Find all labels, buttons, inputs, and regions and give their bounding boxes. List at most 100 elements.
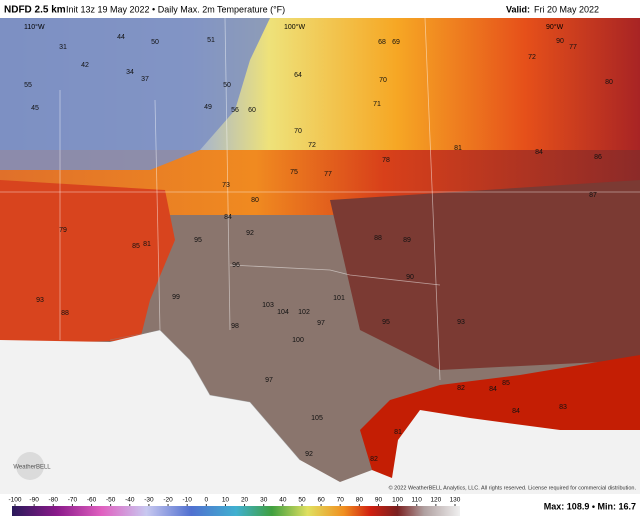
colorbar-tick-label: -10 bbox=[182, 497, 192, 504]
colorbar-tick-label: 30 bbox=[260, 497, 268, 504]
cold-region bbox=[0, 18, 270, 170]
colorbar-tick-label: 50 bbox=[298, 497, 306, 504]
mexico-gulf bbox=[0, 330, 640, 494]
valid-date: Fri 20 May 2022 bbox=[534, 4, 599, 14]
station-value: 56 bbox=[231, 107, 239, 114]
borders bbox=[0, 17, 640, 461]
station-value: 105 bbox=[311, 415, 323, 422]
border bbox=[154, 99, 161, 331]
max-min: Max: 108.9 • Min: 16.7 bbox=[544, 501, 636, 511]
colorbar-tick-label: -40 bbox=[125, 497, 135, 504]
colorbar-tick-label: 10 bbox=[222, 497, 230, 504]
logo: WeatherBELL bbox=[13, 465, 51, 471]
station-value: 64 bbox=[294, 72, 302, 79]
colorbar bbox=[12, 506, 460, 516]
longitude: 90°W bbox=[546, 23, 564, 31]
station-value: 90 bbox=[406, 274, 414, 281]
station-value: 34 bbox=[126, 69, 134, 76]
border bbox=[229, 264, 441, 286]
header-bar bbox=[0, 0, 640, 18]
station-value: 96 bbox=[232, 262, 240, 269]
colorbar-tick-label: 0 bbox=[204, 497, 208, 504]
station-value: 99 bbox=[172, 294, 180, 301]
station-value: 86 bbox=[594, 154, 602, 161]
station-value: 68 bbox=[378, 39, 386, 46]
station-value: 31 bbox=[59, 44, 67, 51]
station-value: 88 bbox=[374, 235, 382, 242]
border bbox=[224, 17, 231, 331]
station-value: 70 bbox=[379, 77, 387, 84]
station-value: 90 bbox=[556, 38, 564, 45]
colorbar-tick-label: 60 bbox=[317, 497, 325, 504]
valid-label: Valid: bbox=[506, 4, 530, 14]
station-value: 102 bbox=[298, 309, 310, 316]
colorbar-tick-label: 120 bbox=[430, 497, 441, 504]
station-value: 92 bbox=[305, 451, 313, 458]
station-value: 97 bbox=[265, 377, 273, 384]
station-value: 42 bbox=[81, 62, 89, 69]
station-value: 93 bbox=[36, 297, 44, 304]
station-value: 77 bbox=[569, 44, 577, 51]
coastal-band bbox=[360, 355, 640, 478]
station-value: 81 bbox=[143, 241, 151, 248]
station-value: 37 bbox=[141, 76, 149, 83]
station-value: 51 bbox=[207, 37, 215, 44]
station-value: 82 bbox=[457, 385, 465, 392]
station-value: 49 bbox=[204, 104, 212, 111]
colorbar-tick-label: 90 bbox=[375, 497, 383, 504]
station-value: 93 bbox=[457, 319, 465, 326]
station-value: 72 bbox=[308, 142, 316, 149]
colorbar-tick-label: 130 bbox=[450, 497, 461, 504]
init-info: Init 13z 19 May 2022 • Daily Max. 2m Tem… bbox=[66, 4, 285, 14]
station-value: 103 bbox=[262, 302, 274, 309]
station-value: 84 bbox=[224, 214, 232, 221]
station-value: 80 bbox=[251, 197, 259, 204]
station-value: 78 bbox=[382, 157, 390, 164]
west-warm bbox=[0, 180, 175, 345]
copyright: © 2022 WeatherBELL Analytics, LLC. All r… bbox=[389, 484, 637, 491]
station-value: 92 bbox=[246, 230, 254, 237]
station-value: 73 bbox=[222, 182, 230, 189]
station-value: 84 bbox=[489, 386, 497, 393]
station-value: 100 bbox=[292, 337, 304, 344]
longitude: 100°W bbox=[284, 23, 305, 31]
east-region bbox=[330, 180, 640, 370]
border bbox=[424, 17, 441, 381]
colorbar-tick-label: -80 bbox=[49, 497, 59, 504]
station-value: 81 bbox=[454, 145, 462, 152]
station-value: 72 bbox=[528, 54, 536, 61]
station-value: 50 bbox=[223, 82, 231, 89]
map-labels: 44 31 50 51 42 34 37 55 45 50 49 56 60 64 68 69 70 71 72 70… bbox=[24, 34, 613, 463]
station-value: 82 bbox=[370, 456, 378, 463]
colorbar-tick-label: 20 bbox=[241, 497, 249, 504]
station-value: 98 bbox=[231, 323, 239, 330]
station-value: 88 bbox=[61, 310, 69, 317]
station-value: 81 bbox=[394, 429, 402, 436]
station-value: 71 bbox=[373, 101, 381, 108]
colorbar-tick-label: 110 bbox=[412, 497, 423, 504]
border bbox=[109, 329, 301, 461]
station-value: 95 bbox=[194, 237, 202, 244]
colorbar-tick-label: 40 bbox=[279, 497, 287, 504]
colorbar-tick-label: 80 bbox=[356, 497, 364, 504]
station-value: 45 bbox=[31, 105, 39, 112]
colorbar-tick-label: -60 bbox=[87, 497, 97, 504]
station-value: 89 bbox=[403, 237, 411, 244]
colorbar-tick-label: -100 bbox=[8, 497, 21, 504]
colorbar-tick-label: 70 bbox=[337, 497, 345, 504]
station-value: 44 bbox=[117, 34, 125, 41]
station-value: 97 bbox=[317, 320, 325, 327]
logo-mark bbox=[16, 452, 44, 480]
colorbar-tick-label: -20 bbox=[163, 497, 173, 504]
station-value: 85 bbox=[132, 243, 140, 250]
station-value: 50 bbox=[151, 39, 159, 46]
colorbar-tick-label: -30 bbox=[144, 497, 154, 504]
station-value: 80 bbox=[605, 79, 613, 86]
station-value: 77 bbox=[324, 171, 332, 178]
station-value: 85 bbox=[502, 380, 510, 387]
station-value: 101 bbox=[333, 295, 345, 302]
colorbar-tick-label: -50 bbox=[106, 497, 116, 504]
station-value: 84 bbox=[535, 149, 543, 156]
station-value: 95 bbox=[382, 319, 390, 326]
